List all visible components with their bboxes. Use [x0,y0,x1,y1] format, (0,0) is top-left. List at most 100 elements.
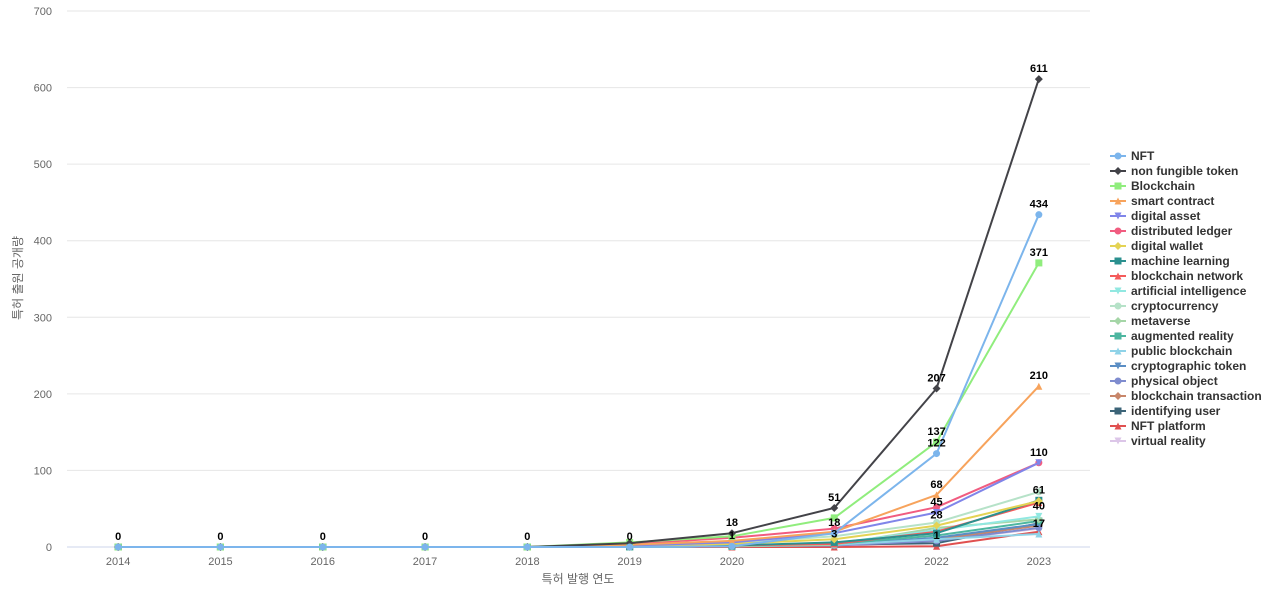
legend-item[interactable]: virtual reality [1110,434,1206,448]
y-tick-label: 700 [34,6,52,18]
data-label: 0 [320,531,326,543]
legend-marker [1114,152,1122,160]
legend-item[interactable]: digital wallet [1110,239,1203,253]
legend-item[interactable]: physical object [1110,374,1218,388]
data-point [1035,382,1043,390]
data-point [933,438,941,446]
data-point [1034,497,1043,506]
x-tick-label: 2020 [720,556,744,568]
data-label: 137 [927,426,945,438]
series-line [118,78,1040,548]
legend-marker [1114,392,1122,400]
data-label: 0 [217,531,223,543]
legend-marker [1114,257,1122,265]
legend-item[interactable]: blockchain network [1110,269,1243,283]
data-point [1035,259,1043,267]
legend-label: public blockchain [1131,344,1232,358]
data-point [1035,530,1043,538]
legend-item[interactable]: machine learning [1110,254,1230,268]
data-label: 0 [627,531,633,543]
legend-item[interactable]: cryptographic token [1110,359,1246,373]
data-point [1035,211,1043,219]
x-tick-label: 2017 [413,556,437,568]
data-label: 1 [729,530,735,542]
legend-marker [1114,242,1122,250]
x-tick-label: 2014 [106,556,130,568]
legend-item[interactable]: NFT [1110,149,1155,163]
data-point [933,491,941,499]
legend-item[interactable]: public blockchain [1110,344,1232,358]
legend-marker [1114,302,1122,310]
legend-marker [1114,332,1122,340]
legend-marker [1114,197,1122,205]
data-point [216,543,224,551]
x-tick-label: 2016 [311,556,335,568]
legend-item[interactable]: augmented reality [1110,329,1234,343]
x-axis-title: 특허 발행 연도 [542,571,615,586]
y-tick-label: 100 [34,465,52,477]
x-tick-label: 2018 [515,556,539,568]
legend-item[interactable]: identifying user [1110,404,1221,418]
legend-label: virtual reality [1131,434,1206,448]
legend-item[interactable]: Blockchain [1110,179,1195,193]
x-tick-label: 2019 [617,556,641,568]
legend-item[interactable]: smart contract [1110,194,1214,208]
legend-label: machine learning [1131,254,1230,268]
x-tick-label: 2022 [924,556,948,568]
data-point [421,543,429,551]
data-point [932,384,941,393]
x-tick-label: 2021 [822,556,846,568]
legend-label: NFT [1131,149,1155,163]
legend-label: blockchain transaction [1131,389,1262,403]
data-label: 28 [930,510,942,522]
legend-label: digital wallet [1131,239,1203,253]
x-tick-label: 2015 [208,556,232,568]
y-tick-label: 400 [34,236,52,248]
legend-marker [1114,407,1122,415]
data-label: 0 [115,531,121,543]
legend-item[interactable]: digital asset [1110,209,1200,223]
legend-item[interactable]: non fungible token [1110,164,1238,178]
legend-marker [1114,272,1122,280]
series-lines [114,75,1043,551]
legend-label: cryptographic token [1131,359,1246,373]
data-label: 371 [1030,247,1048,259]
y-axis-title: 특허 출원 공개량 [11,236,25,320]
data-point [728,542,736,550]
data-point [830,514,838,522]
data-label: 18 [828,517,840,529]
data-label: 17 [1033,518,1045,530]
legend-label: augmented reality [1131,329,1234,343]
legend-marker [1114,422,1122,430]
data-label: 210 [1030,370,1048,382]
y-tick-label: 600 [34,83,52,95]
data-label: 61 [1033,484,1045,496]
data-point [830,529,838,537]
data-label: 0 [422,531,428,543]
x-axis: 2014 2015 2016 2017 2018 2019 2020 2021 2022 2023 [106,556,1051,568]
data-point [114,543,122,551]
legend-label: artificial intelligence [1131,284,1247,298]
data-point [1034,75,1043,84]
legend-label: Blockchain [1131,179,1195,193]
legend-item[interactable]: blockchain transaction [1110,389,1262,403]
legend-item[interactable]: distributed ledger [1110,224,1233,238]
legend-label: cryptocurrency [1131,299,1219,313]
y-axis: 0 100 200 300 400 500 600 700 [34,6,52,554]
legend-marker [1114,437,1122,445]
legend-item[interactable]: artificial intelligence [1110,284,1247,298]
data-label: 434 [1030,199,1049,211]
data-label: 207 [927,372,945,384]
data-point [933,529,941,537]
y-tick-label: 0 [46,542,52,554]
data-labels: 0 0 0 0 0 01815118320713712268452816114343712… [115,63,1049,543]
legend-label: physical object [1131,374,1218,388]
legend-label: metaverse [1131,314,1191,328]
y-tick-label: 500 [34,159,52,171]
legend-item[interactable]: cryptocurrency [1110,299,1219,313]
legend-label: NFT platform [1131,419,1206,433]
legend-marker [1114,377,1122,385]
legend-item[interactable]: NFT platform [1110,419,1206,433]
legend-item[interactable]: metaverse [1110,314,1191,328]
